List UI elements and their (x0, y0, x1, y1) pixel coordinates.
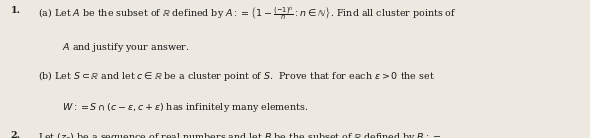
Text: 2.: 2. (11, 131, 21, 138)
Text: (b) Let $S\subset \mathbb{R}$ and let $c\in\mathbb{R}$ be a cluster point of $S$: (b) Let $S\subset \mathbb{R}$ and let $c… (38, 69, 435, 83)
Text: $W:=S\cap(c-\varepsilon,c+\varepsilon)$ has infinitely many elements.: $W:=S\cap(c-\varepsilon,c+\varepsilon)$ … (62, 101, 309, 114)
Text: 1.: 1. (11, 6, 21, 14)
Text: $A$ and justify your answer.: $A$ and justify your answer. (62, 41, 189, 54)
Text: (a) Let $A$ be the subset of $\mathbb{R}$ defined by $A:=\left\{1-\frac{(-1)^n}{: (a) Let $A$ be the subset of $\mathbb{R}… (38, 6, 457, 23)
Text: Let $(z_n)$ be a sequence of real numbers and let $B$ be the subset of $\mathbb{: Let $(z_n)$ be a sequence of real number… (38, 131, 441, 138)
